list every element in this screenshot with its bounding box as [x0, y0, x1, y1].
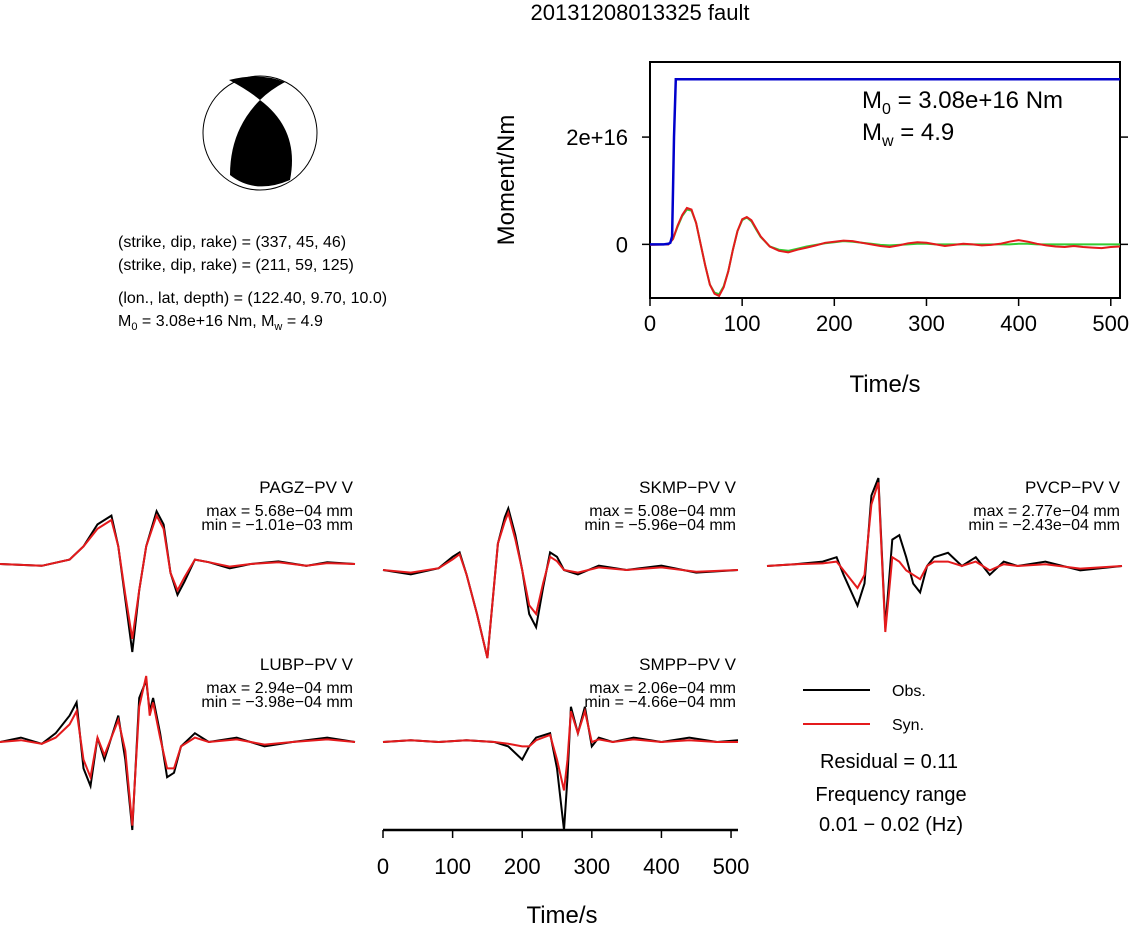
station-min: min = −5.96e−04 mm — [584, 517, 736, 534]
station-max: max = 2.77e−04 mm — [973, 503, 1120, 520]
moment-chart: 0 100 200 300 400 500 0 2e+16 Time/s Moment/Nm… — [493, 61, 1129, 398]
moment-y-axis: 0 2e+16 — [566, 125, 1128, 257]
focal-info: (strike, dip, rake) = (337, 45, 46) (str… — [118, 234, 387, 333]
synthetic-trace — [382, 707, 738, 791]
station-min: min = −4.66e−04 mm — [584, 694, 736, 711]
moment-y-tick-label: 2e+16 — [566, 125, 628, 150]
moment-series-green — [650, 208, 1120, 296]
synthetic-trace — [0, 675, 356, 826]
station-max: max = 5.68e−04 mm — [206, 503, 353, 520]
waveform-x-tick-label: 500 — [713, 854, 750, 879]
moment-x-tick-label: 500 — [1092, 311, 1129, 336]
synthetic-trace — [0, 513, 356, 639]
focal-line-4: M0 = 3.08e+16 Nm, Mw = 4.9 — [118, 313, 323, 333]
waveform-x-label: Time/s — [526, 902, 597, 926]
synthetic-trace — [382, 509, 739, 659]
residual-label: Residual = 0.11 — [820, 751, 958, 773]
waveform-x-tick-label: 300 — [573, 854, 610, 879]
station-name: SKMP−PV V — [639, 478, 737, 497]
station-name: LUBP−PV V — [260, 655, 354, 674]
moment-x-tick-label: 200 — [816, 311, 853, 336]
synthetic-trace — [766, 482, 1123, 633]
moment-series-group — [649, 77, 1121, 298]
observed-trace — [382, 706, 739, 831]
moment-y-label: Moment/Nm — [493, 115, 520, 246]
waveform-x-tick-label: 0 — [377, 854, 389, 879]
station-name: SMPP−PV V — [639, 655, 737, 674]
moment-x-tick-label: 100 — [724, 311, 761, 336]
station-name: PVCP−PV V — [1025, 478, 1121, 497]
station-min: min = −1.01e−03 mm — [201, 517, 353, 534]
page-title: 20131208013325 fault — [531, 0, 750, 25]
moment-x-tick-label: 0 — [644, 311, 656, 336]
moment-y-tick-label: 0 — [616, 232, 628, 257]
moment-mw-label: Mw = 4.9 — [862, 119, 954, 150]
waveform-x-tick-label: 200 — [504, 854, 541, 879]
legend-syn-label: Syn. — [892, 717, 924, 734]
moment-x-label: Time/s — [849, 371, 920, 398]
frequency-range-value: 0.01 − 0.02 (Hz) — [819, 814, 963, 836]
frequency-range-label: Frequency range — [815, 784, 966, 806]
moment-series-blue — [650, 77, 1120, 246]
beachball-icon — [202, 75, 318, 191]
focal-line-2: (strike, dip, rake) = (211, 59, 125) — [118, 257, 354, 274]
station-name: PAGZ−PV V — [259, 478, 353, 497]
focal-line-3: (lon., lat, depth) = (122.40, 9.70, 10.0… — [118, 290, 387, 307]
waveform-x-tick-label: 400 — [643, 854, 680, 879]
moment-x-tick-label: 400 — [1000, 311, 1037, 336]
waveform-x-axis: 0 100 200 300 400 500 — [377, 828, 750, 879]
legend-obs-label: Obs. — [892, 683, 926, 700]
moment-plot-frame — [649, 61, 1121, 299]
station-max: max = 5.08e−04 mm — [589, 503, 736, 520]
waveform-x-tick-label: 100 — [434, 854, 471, 879]
observed-trace — [766, 477, 1123, 628]
moment-m0-label: M0 = 3.08e+16 Nm — [862, 87, 1063, 118]
station-min: min = −3.98e−04 mm — [201, 694, 353, 711]
moment-x-tick-label: 300 — [908, 311, 945, 336]
station-max: max = 2.06e−04 mm — [589, 680, 736, 697]
moment-x-axis: 0 100 200 300 400 500 — [644, 298, 1129, 336]
focal-line-1: (strike, dip, rake) = (337, 45, 46) — [118, 234, 346, 251]
moment-series-red — [649, 206, 1121, 298]
station-min: min = −2.43e−04 mm — [968, 517, 1120, 534]
legend: Obs. Syn. Residual = 0.11 Frequency rang… — [803, 683, 967, 836]
station-max: max = 2.94e−04 mm — [206, 680, 353, 697]
